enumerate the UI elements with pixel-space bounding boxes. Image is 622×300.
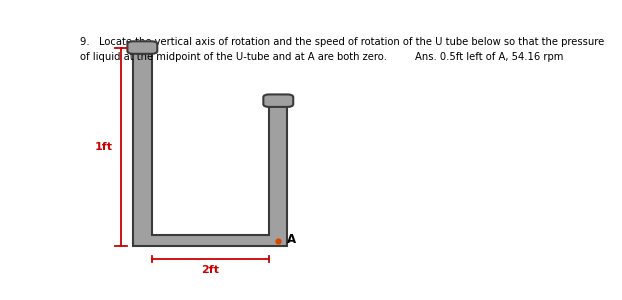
FancyBboxPatch shape [128,41,157,54]
Text: 1ft: 1ft [95,142,113,152]
Polygon shape [133,47,287,246]
Text: 2ft: 2ft [202,265,220,275]
FancyBboxPatch shape [263,94,293,107]
Text: 9.   Locate the vertical axis of rotation and the speed of rotation of the U tub: 9. Locate the vertical axis of rotation … [80,37,605,47]
Text: A: A [287,233,296,246]
Text: of liquid at the midpoint of the U-tube and at A are both zero.         Ans. 0.5: of liquid at the midpoint of the U-tube … [80,52,564,62]
